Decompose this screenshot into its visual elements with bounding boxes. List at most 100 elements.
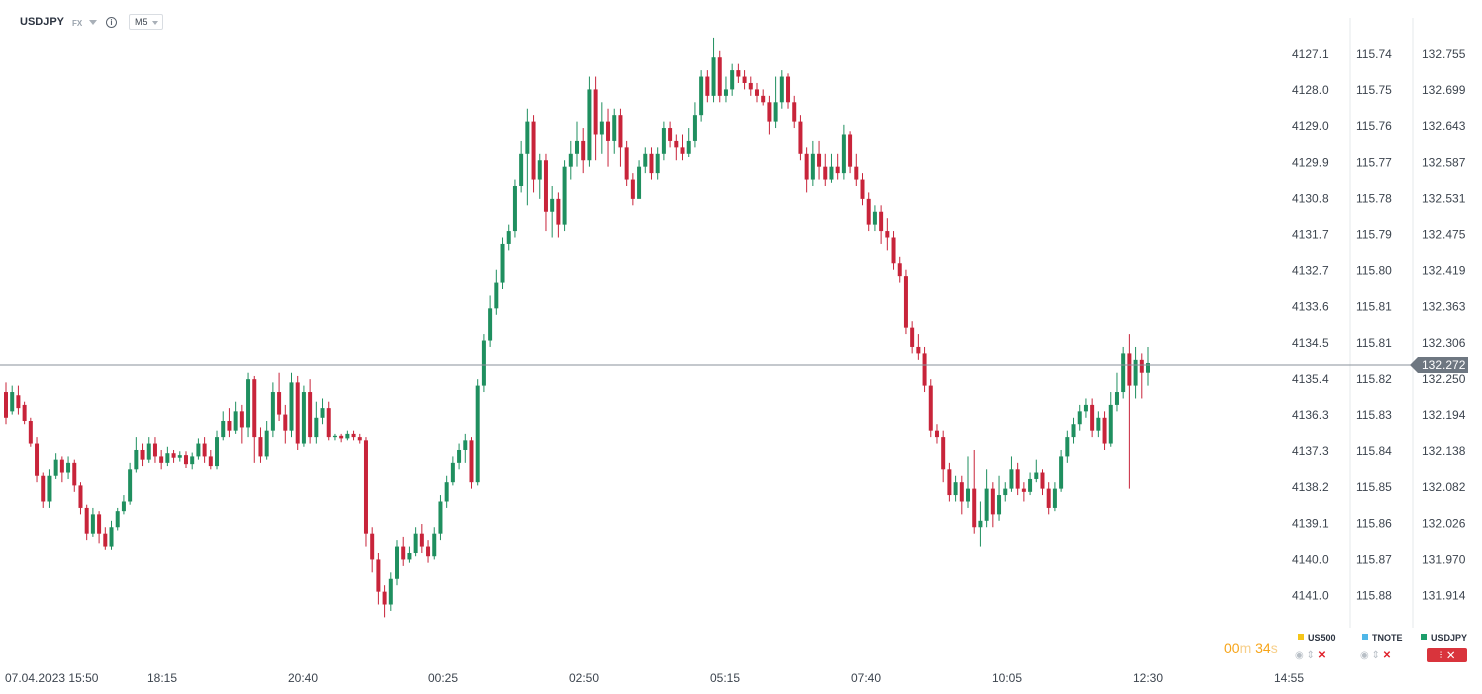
axis-tick-label: 115.85: [1356, 480, 1392, 494]
axis-tick-label: 4141.0: [1292, 589, 1329, 603]
countdown-seconds-unit: s: [1270, 640, 1278, 656]
legend-color-usdjpy: [1421, 634, 1427, 640]
candle: [953, 475, 958, 502]
axis-tick-label: 132.755: [1422, 47, 1466, 61]
candle: [835, 153, 840, 180]
candle: [866, 192, 871, 232]
axis-tick-label: 132.363: [1422, 300, 1466, 314]
candle: [227, 408, 232, 438]
candle: [401, 536, 406, 566]
axis-tick-label: 115.74: [1356, 47, 1392, 61]
time-tick-label: 02:50: [569, 671, 599, 685]
candle: [1121, 346, 1126, 399]
candle: [426, 540, 431, 563]
candle: [575, 121, 579, 167]
candle: [134, 437, 139, 473]
current-price-value: 132.272: [1422, 357, 1466, 372]
axis-tick-label: 132.419: [1422, 264, 1466, 278]
axis-tick-label: 4129.0: [1292, 119, 1329, 133]
candle: [128, 462, 133, 505]
timeframe-select[interactable]: M5: [129, 14, 163, 30]
candle: [444, 475, 449, 508]
candle: [103, 527, 108, 550]
candle: [308, 379, 313, 444]
axis-tick-label: 115.80: [1356, 264, 1392, 278]
candle: [761, 89, 766, 106]
close-icon[interactable]: ✕: [1447, 650, 1455, 660]
candle: [854, 153, 859, 186]
candle: [28, 417, 33, 447]
candle: [879, 205, 884, 244]
sort-icon[interactable]: ⇕: [1306, 650, 1315, 661]
grid-lines: [1349, 18, 1414, 628]
candle: [959, 475, 964, 515]
candle: [140, 443, 145, 467]
candle: [810, 140, 815, 186]
candle: [351, 430, 356, 441]
candle: [792, 95, 797, 129]
eye-icon[interactable]: ◉: [1360, 650, 1369, 661]
candle: [1059, 449, 1064, 492]
candle: [786, 73, 791, 109]
legend-item-usdjpy[interactable]: USDJPY: [1421, 633, 1467, 643]
candle: [376, 553, 381, 605]
candle: [1065, 430, 1070, 463]
candle: [910, 321, 915, 354]
close-icon[interactable]: ✕: [1317, 650, 1327, 661]
candle: [1009, 456, 1014, 492]
candle: [500, 237, 505, 290]
candle: [270, 382, 275, 438]
close-icon[interactable]: ✕: [1382, 650, 1392, 661]
eye-icon[interactable]: ◉: [1295, 650, 1304, 661]
legend-color-us500: [1298, 634, 1304, 640]
candle: [1015, 462, 1020, 496]
candle: [723, 76, 728, 103]
chevron-down-icon[interactable]: [89, 20, 97, 25]
market-label: FX: [72, 19, 83, 28]
candle: [1052, 482, 1057, 512]
candle: [314, 401, 319, 444]
candle: [16, 385, 21, 415]
axis-tick-label: 115.78: [1356, 191, 1392, 205]
candle: [1096, 411, 1101, 438]
candle: [531, 115, 536, 193]
candle: [488, 295, 493, 347]
countdown-minutes-unit: m: [1239, 640, 1252, 656]
axis-tick-label: 4138.2: [1292, 480, 1329, 494]
candle: [382, 585, 387, 618]
candle: [450, 456, 455, 486]
legend-item-tnote[interactable]: TNOTE: [1362, 633, 1403, 643]
usdjpy-active-controls[interactable]: ⫶ ✕: [1427, 648, 1467, 662]
sort-icon[interactable]: ⇕: [1371, 650, 1380, 661]
candle: [264, 421, 269, 460]
candle: [519, 140, 524, 193]
candle: [997, 475, 1002, 521]
candle: [494, 269, 499, 315]
candle: [550, 185, 555, 238]
time-tick-label: 18:15: [147, 671, 177, 685]
info-icon[interactable]: i: [106, 17, 117, 28]
candle: [475, 379, 480, 486]
candle: [525, 108, 530, 206]
candle: [779, 70, 784, 109]
candle: [1021, 482, 1026, 502]
candle: [413, 527, 418, 557]
candle: [742, 70, 747, 90]
candle: [922, 346, 927, 393]
candle: [35, 437, 40, 483]
time-tick-label: 07.04.2023 15:50: [5, 671, 99, 685]
candle: [637, 160, 642, 199]
candle: [562, 160, 567, 232]
candle: [754, 82, 759, 103]
axis-tick-label: 4136.3: [1292, 408, 1329, 422]
symbol-label[interactable]: USDJPY: [20, 16, 65, 28]
candlestick-icon[interactable]: ⫶: [1439, 650, 1443, 660]
candle: [537, 153, 542, 199]
candle: [506, 224, 511, 251]
axis-tick-label: 115.76: [1356, 119, 1392, 133]
axis-tick-label: 132.306: [1422, 336, 1466, 350]
candle: [773, 76, 778, 129]
legend-item-us500[interactable]: US500: [1298, 633, 1336, 643]
candle: [432, 527, 437, 560]
